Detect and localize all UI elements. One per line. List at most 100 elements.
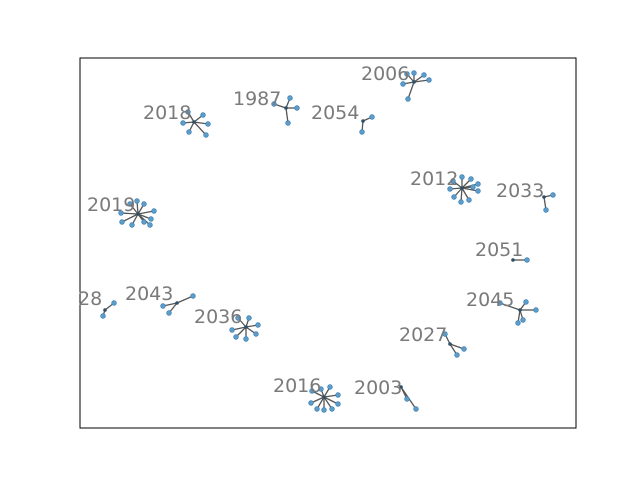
hub-node bbox=[322, 395, 326, 399]
node bbox=[447, 186, 453, 192]
cluster-label: 2003 bbox=[354, 377, 402, 399]
hub-node bbox=[460, 186, 464, 190]
node bbox=[405, 96, 411, 102]
node bbox=[550, 192, 556, 198]
node bbox=[335, 392, 341, 398]
node bbox=[497, 300, 503, 306]
cluster-2043: 2043 bbox=[125, 283, 196, 316]
plot-frame bbox=[79, 57, 577, 429]
node bbox=[475, 181, 481, 187]
cluster-label: 2033 bbox=[496, 180, 544, 202]
node bbox=[411, 70, 417, 76]
node bbox=[141, 201, 147, 207]
cluster-2016: 2016 bbox=[273, 375, 341, 413]
node bbox=[523, 299, 529, 305]
cluster-label: 28 bbox=[78, 288, 102, 310]
cluster-2018: 2018 bbox=[143, 102, 211, 138]
node bbox=[400, 81, 406, 87]
hub-node bbox=[175, 301, 179, 305]
node bbox=[520, 317, 526, 323]
cluster-label: 2036 bbox=[194, 306, 242, 328]
node bbox=[246, 315, 252, 321]
node bbox=[442, 331, 448, 337]
node bbox=[100, 313, 106, 319]
cluster-2036: 2036 bbox=[194, 306, 261, 342]
node bbox=[470, 184, 476, 190]
node bbox=[475, 188, 481, 194]
node bbox=[308, 400, 314, 406]
cluster-label: 2027 bbox=[399, 324, 447, 346]
node bbox=[243, 336, 249, 342]
cluster-label: 2051 bbox=[475, 239, 523, 261]
node bbox=[329, 406, 335, 412]
node bbox=[524, 257, 530, 263]
node bbox=[119, 219, 125, 225]
cluster-2019: 2019 bbox=[87, 194, 157, 228]
node bbox=[533, 307, 539, 313]
cluster-label: 2012 bbox=[410, 168, 458, 190]
hub-node bbox=[103, 308, 107, 312]
node bbox=[335, 401, 341, 407]
node bbox=[404, 71, 410, 77]
hub-node bbox=[511, 258, 515, 262]
node bbox=[271, 101, 277, 107]
hub-node bbox=[136, 212, 140, 216]
node bbox=[229, 327, 235, 333]
node bbox=[515, 320, 521, 326]
node bbox=[454, 352, 460, 358]
node bbox=[233, 334, 239, 340]
node bbox=[203, 132, 209, 138]
node bbox=[141, 219, 147, 225]
node bbox=[327, 384, 333, 390]
cluster-label: 2043 bbox=[125, 283, 173, 305]
edge bbox=[120, 212, 139, 215]
edge bbox=[121, 213, 139, 223]
node bbox=[127, 201, 133, 207]
node bbox=[450, 178, 456, 184]
node bbox=[458, 199, 464, 205]
node bbox=[294, 105, 300, 111]
cluster-2003: 2003 bbox=[354, 377, 419, 412]
edge bbox=[407, 81, 415, 100]
hub-node bbox=[399, 385, 403, 389]
edge bbox=[461, 187, 479, 192]
node bbox=[166, 310, 172, 316]
node bbox=[451, 194, 457, 200]
cluster-label: 2045 bbox=[466, 289, 514, 311]
cluster-label: 2054 bbox=[311, 102, 359, 124]
hub-node bbox=[361, 119, 365, 123]
edge bbox=[176, 295, 194, 304]
edge bbox=[137, 210, 155, 215]
cluster-2006: 2006 bbox=[361, 63, 432, 102]
node bbox=[205, 121, 211, 127]
cluster-2054: 2054 bbox=[311, 102, 375, 135]
node bbox=[185, 109, 191, 115]
node bbox=[255, 322, 261, 328]
node bbox=[180, 120, 186, 126]
cluster-label: 2019 bbox=[87, 194, 135, 216]
node bbox=[160, 303, 166, 309]
cluster-2033: 2033 bbox=[496, 180, 556, 213]
cluster-label: 2016 bbox=[273, 375, 321, 397]
node bbox=[111, 300, 117, 306]
node bbox=[404, 396, 410, 402]
hub-node bbox=[518, 308, 522, 312]
node bbox=[309, 388, 315, 394]
node bbox=[421, 72, 427, 78]
node bbox=[314, 406, 320, 412]
cluster-2051: 2051 bbox=[475, 239, 530, 263]
node bbox=[461, 346, 467, 352]
cluster-1987: 1987 bbox=[233, 88, 300, 126]
node bbox=[190, 293, 196, 299]
node bbox=[253, 331, 259, 337]
node bbox=[321, 407, 327, 413]
hub-node bbox=[448, 342, 452, 346]
cluster-28: 28 bbox=[78, 288, 117, 319]
node bbox=[285, 120, 291, 126]
hub-node bbox=[542, 195, 546, 199]
edge bbox=[193, 121, 207, 136]
edge bbox=[499, 302, 521, 311]
cluster-label: 2006 bbox=[361, 63, 409, 85]
cluster-2027: 2027 bbox=[399, 324, 467, 358]
